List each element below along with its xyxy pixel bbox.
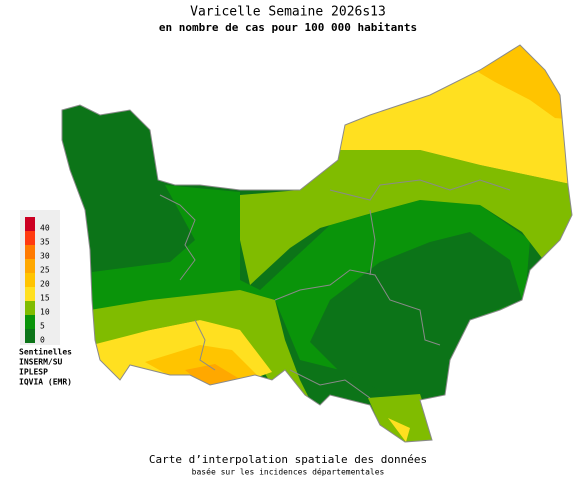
legend-swatch [25, 259, 35, 273]
zone [310, 232, 522, 395]
border [194, 319, 216, 371]
zone [478, 45, 572, 120]
legend-swatch [25, 273, 35, 287]
title: Varicelle Semaine 2026s13 [190, 5, 386, 20]
legend-swatch [25, 217, 35, 231]
legend-swatch [25, 329, 35, 343]
subtitle: en nombre de cas pour 100 000 habitants [159, 21, 417, 34]
legend-swatch [25, 231, 35, 245]
source: IQVIA (EMR) [19, 378, 72, 387]
footer-sub: basée sur les incidences départementales [192, 467, 385, 477]
legend-label: 40 [40, 224, 50, 233]
border [329, 179, 511, 201]
legend-label: 10 [40, 308, 50, 317]
border [274, 269, 441, 346]
legend-swatch [25, 315, 35, 329]
department-borders [61, 44, 573, 443]
zone [368, 394, 436, 442]
footer: Carte d’interpolation spatiale des donné… [149, 453, 427, 466]
sources: Sentinelles INSERM/SU IPLESP IQVIA (EMR) [19, 347, 72, 387]
legend-label: 25 [40, 266, 50, 275]
legend-label: 0 [40, 336, 45, 345]
border [289, 369, 371, 399]
legend-swatch [25, 245, 35, 259]
source: INSERM/SU [19, 358, 63, 367]
zone [90, 290, 310, 400]
legend-swatch [25, 301, 35, 315]
legend-label: 5 [40, 322, 45, 331]
source: IPLESP [19, 368, 48, 377]
source: Sentinelles [19, 347, 72, 357]
legend-label: 30 [40, 252, 50, 261]
legend: 40 35 30 25 20 15 10 5 0 [20, 210, 60, 345]
legend-label: 15 [40, 294, 50, 303]
legend-label: 20 [40, 280, 50, 289]
zone [388, 418, 410, 442]
legend-swatch [25, 287, 35, 301]
border [159, 194, 196, 281]
border [369, 209, 376, 276]
legend-label: 35 [40, 238, 50, 247]
